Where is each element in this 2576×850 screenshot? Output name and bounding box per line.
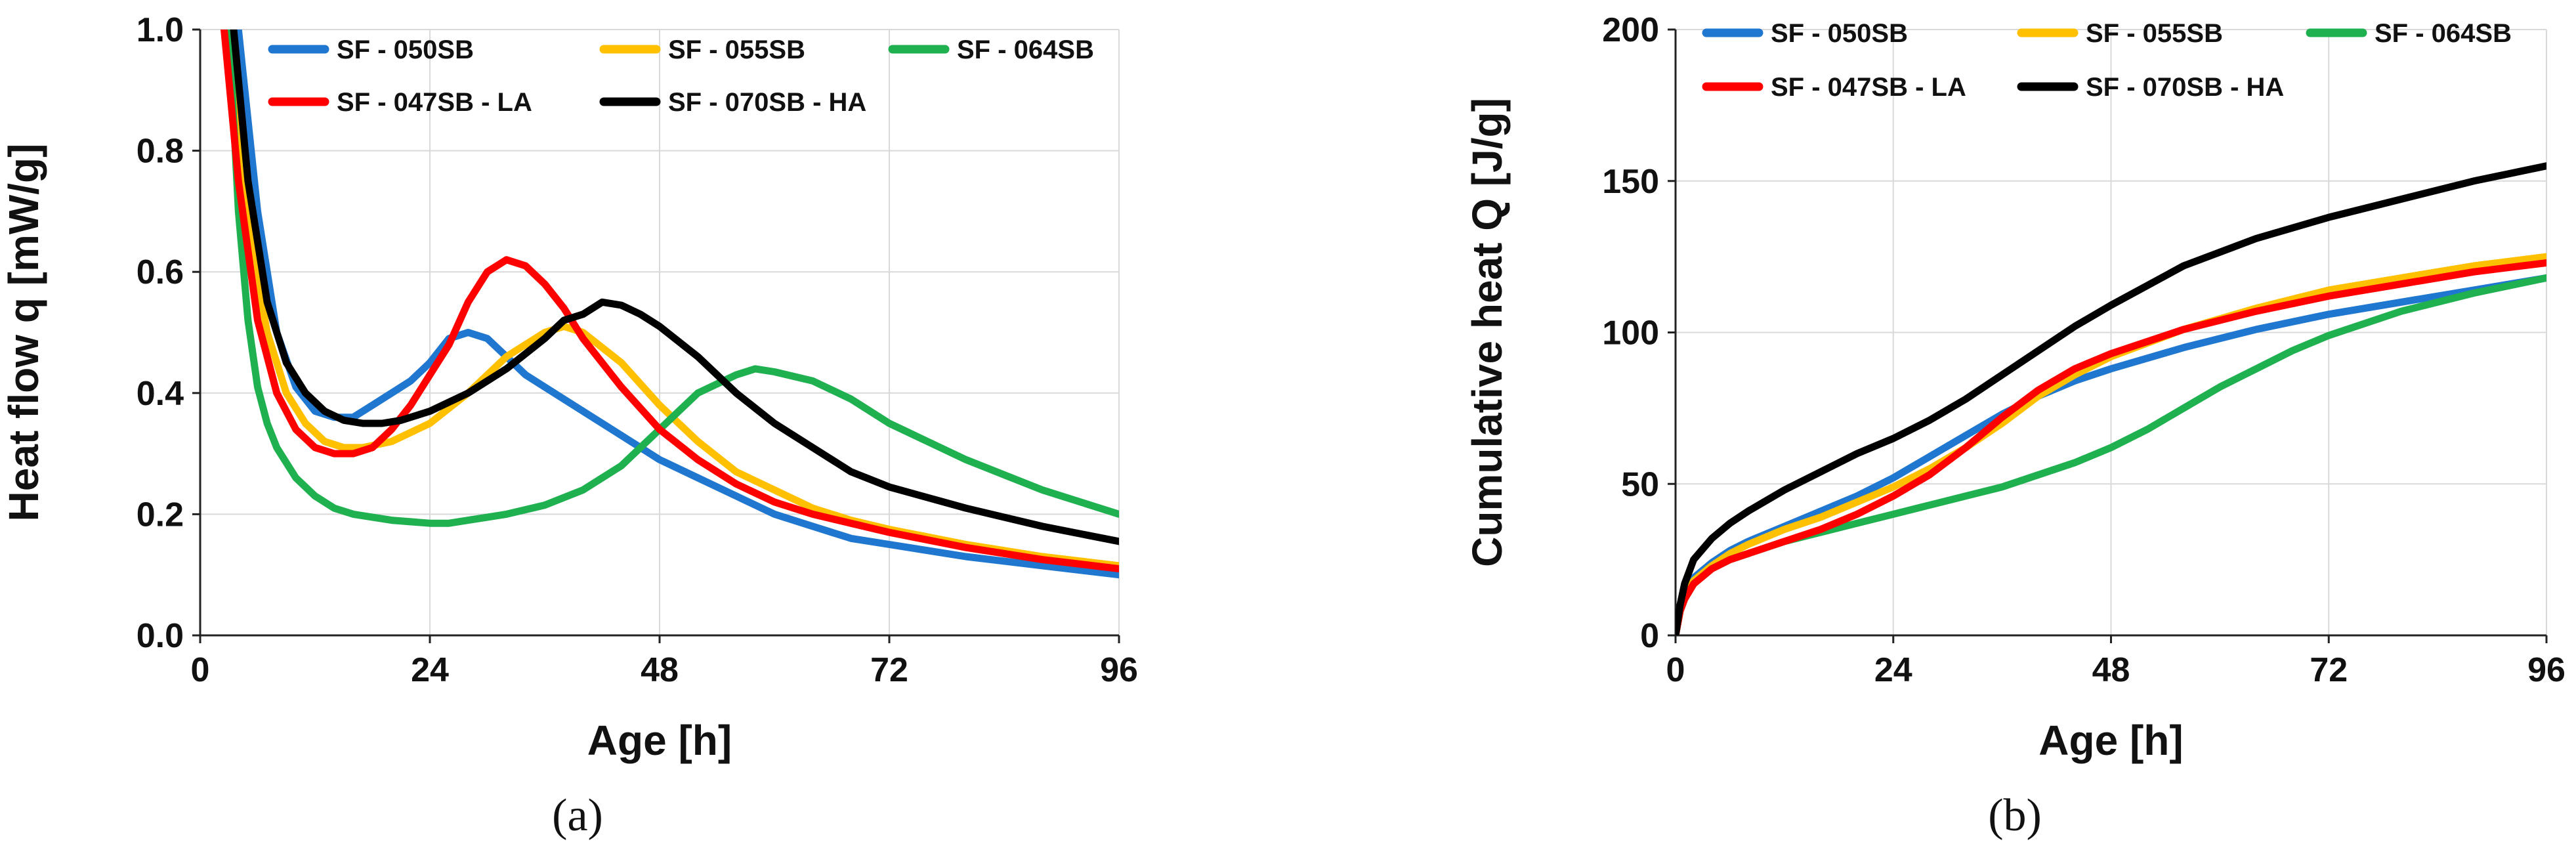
- chart-1-x-tick-label: 96: [2527, 651, 2565, 689]
- chart-1-legend-label-sf-047sb-la: SF - 047SB - LA: [1771, 73, 1966, 102]
- chart-1-legend-label-sf-055sb: SF - 055SB: [2086, 19, 2223, 48]
- chart-0-y-tick-label: 0.6: [137, 253, 184, 291]
- chart-1-x-tick-label: 48: [2092, 651, 2130, 689]
- chart-0-x-tick-label: 48: [641, 651, 679, 689]
- chart-0-y-axis-label: Heat flow q [mW/g]: [0, 144, 47, 522]
- chart-0-legend-label-sf-070sb-ha: SF - 070SB - HA: [668, 88, 866, 117]
- chart-1-y-tick-label: 100: [1602, 314, 1659, 352]
- chart-0-legend-label-sf-047sb-la: SF - 047SB - LA: [337, 88, 532, 117]
- chart-0-series-group: [221, 30, 1119, 579]
- chart-0-x-tick-label: 96: [1100, 651, 1138, 689]
- chart-1-x-tick-label: 0: [1666, 651, 1685, 689]
- chart-1-series-line-sf-070sb-ha: [1676, 162, 2546, 635]
- chart-1-x-axis-label: Age [h]: [2038, 717, 2183, 764]
- chart-0-x-tick-label: 0: [191, 651, 210, 689]
- chart-0-legend-label-sf-050sb: SF - 050SB: [337, 35, 474, 64]
- chart-0-series-line-sf-070sb-ha: [230, 30, 1119, 545]
- chart-1-legend-label-sf-064sb: SF - 064SB: [2375, 19, 2512, 48]
- chart-heat-flow: 0 24 48 72 96 0.0 0.2 0.4 0.6 0.8 1.0 Age [h] Heat f…: [0, 11, 1138, 841]
- chart-0-y-tick-label: 0.2: [137, 496, 184, 534]
- chart-1-legend-label-sf-050sb: SF - 050SB: [1771, 19, 1908, 48]
- chart-cumulative-heat: 0 24 48 72 96 0 50 100 150 200 Age [h] Cumulative h…: [1464, 11, 2565, 841]
- chart-1-panel-label: (b): [1988, 790, 2042, 841]
- chart-0-y-tick-label: 0.0: [137, 617, 184, 655]
- chart-0-series-line-sf-064sb: [225, 30, 1119, 527]
- chart-0-y-tick-label: 0.8: [137, 133, 184, 171]
- chart-1-y-tick-label: 150: [1602, 163, 1659, 201]
- chart-1-y-tick-label: 50: [1621, 465, 1659, 503]
- chart-1-series-line-sf-047sb-la: [1676, 259, 2546, 635]
- chart-0-x-axis-label: Age [h]: [587, 717, 732, 764]
- chart-1-series-group: [1676, 162, 2546, 635]
- chart-0-y-tick-label: 1.0: [137, 11, 184, 49]
- chart-0-legend-label-sf-055sb: SF - 055SB: [668, 35, 805, 64]
- chart-1-y-tick-label: 200: [1602, 11, 1659, 49]
- chart-0-x-tick-label: 72: [870, 651, 908, 689]
- chart-0-series-line-sf-047sb-la: [221, 30, 1119, 572]
- chart-1-y-tick-label: 0: [1640, 617, 1659, 655]
- chart-1-x-tick-label: 24: [1874, 651, 1912, 689]
- chart-0-y-tick-label: 0.4: [137, 375, 184, 413]
- chart-1-legend-label-sf-070sb-ha: SF - 070SB - HA: [2086, 73, 2284, 102]
- chart-0-legend-label-sf-064sb: SF - 064SB: [957, 35, 1094, 64]
- chart-0-x-tick-label: 24: [411, 651, 449, 689]
- chart-1-x-tick-label: 72: [2310, 651, 2348, 689]
- chart-1-y-axis-label: Cumulative heat Q [J/g]: [1464, 98, 1511, 567]
- chart-0-panel-label: (a): [552, 790, 603, 841]
